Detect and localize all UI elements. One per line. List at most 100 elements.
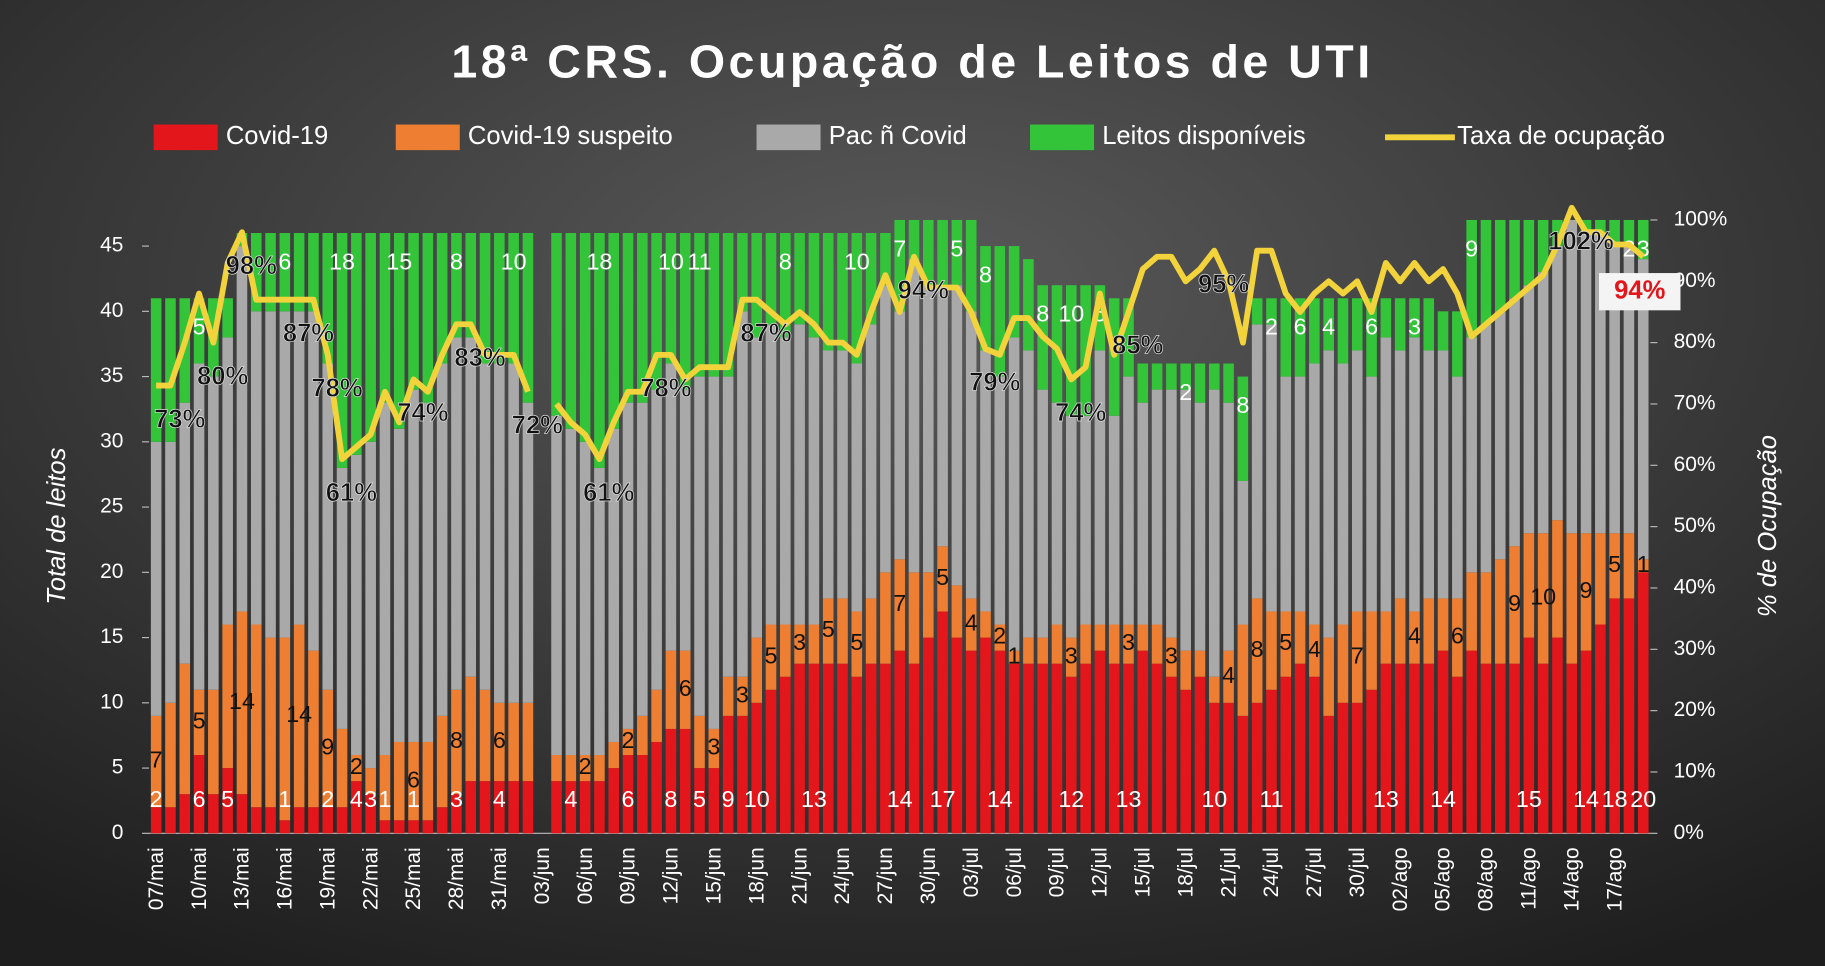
y2-tick-label: 40%: [1674, 576, 1716, 599]
data-label: 4: [564, 786, 577, 812]
y-tick-label: 0: [112, 821, 124, 844]
bar-segment: [765, 233, 777, 325]
bar-segment: [1137, 402, 1149, 625]
bar-segment: [1251, 298, 1263, 325]
line-label: 85%: [1112, 332, 1163, 360]
data-label: 2: [150, 786, 163, 812]
bar-segment: [522, 781, 534, 834]
bar-segment: [465, 337, 477, 677]
bar-segment: [308, 311, 319, 651]
bar-segment: [150, 298, 162, 442]
bar-segment: [1008, 246, 1020, 338]
bar-segment: [622, 728, 634, 756]
x-tick-label: 27/jul: [1303, 847, 1326, 897]
data-label: 4: [493, 786, 506, 812]
bar-segment: [465, 233, 477, 338]
bar-segment: [1123, 624, 1134, 664]
bar-segment: [293, 233, 305, 312]
bar-segment: [279, 820, 291, 834]
bar-segment: [436, 363, 448, 716]
bar-segment: [1523, 219, 1535, 286]
bar-segment: [594, 467, 605, 756]
bar-segment: [594, 233, 605, 468]
data-label: 9: [1580, 577, 1593, 603]
bar-segment: [565, 428, 577, 756]
data-label: 3: [793, 629, 806, 655]
bar-segment: [1180, 389, 1191, 651]
bar-segment: [622, 755, 634, 834]
bar-segment: [708, 728, 720, 769]
bar-segment: [665, 728, 677, 834]
data-label: 10: [1530, 584, 1556, 610]
bar-segment: [1509, 219, 1520, 299]
bar-segment: [236, 611, 248, 795]
y-tick-label: 25: [100, 495, 123, 518]
bar-segment: [1223, 402, 1234, 651]
bar-segment: [165, 702, 176, 808]
bar-segment: [1595, 624, 1606, 834]
bar-segment: [408, 233, 419, 390]
bar-segment: [494, 702, 505, 782]
y2-tick-label: 60%: [1674, 453, 1716, 476]
x-tick-label: 21/jun: [788, 847, 811, 904]
data-label: 14: [229, 688, 255, 714]
bar-segment: [1523, 533, 1535, 638]
bar-segment: [1637, 559, 1649, 573]
data-label: 7: [893, 235, 906, 261]
bar-segment: [665, 233, 677, 364]
data-label: 2: [579, 753, 592, 779]
x-tick-label: 28/mai: [445, 847, 468, 910]
y2-tick-label: 20%: [1674, 698, 1716, 721]
bar-segment: [1065, 637, 1077, 677]
y2-tick-label: 30%: [1674, 637, 1716, 660]
bar-segment: [1409, 298, 1420, 338]
bar-segment: [923, 219, 934, 286]
bar-segment: [379, 820, 391, 834]
bar-segment: [651, 389, 662, 690]
bar-segment: [751, 337, 763, 638]
bar-segment: [1323, 350, 1334, 638]
bar-segment: [1452, 598, 1463, 677]
bar-segment: [1008, 650, 1020, 664]
data-label: 14: [987, 786, 1013, 812]
bar-segment: [336, 233, 348, 468]
bar-segment: [994, 376, 1006, 625]
bar-segment: [1309, 676, 1320, 834]
bar-segment: [1280, 298, 1292, 377]
data-label: 9: [722, 786, 735, 812]
bar-segment: [265, 807, 276, 834]
bar-segment: [1552, 246, 1563, 521]
data-label: 6: [1365, 314, 1378, 340]
x-tick-label: 30/jun: [917, 847, 940, 904]
bar-segment: [1423, 663, 1435, 834]
x-tick-label: 24/jun: [831, 847, 854, 904]
data-label: 3: [736, 681, 749, 707]
bar-segment: [780, 624, 791, 677]
bar-segment: [479, 233, 491, 364]
line-label: 87%: [740, 319, 791, 347]
bar-segment: [1394, 350, 1406, 599]
bar-segment: [608, 768, 620, 834]
bar-segment: [1380, 298, 1392, 338]
bar-segment: [837, 598, 848, 664]
bar-segment: [1151, 363, 1163, 390]
bar-segment: [822, 598, 834, 664]
bar-segment: [1552, 637, 1563, 834]
x-tick-label: 02/ago: [1389, 847, 1412, 911]
x-tick-label: 17/ago: [1603, 847, 1626, 911]
bar-segment: [193, 689, 205, 756]
bar-segment: [1023, 350, 1034, 638]
bar-segment: [1623, 246, 1635, 534]
y2-tick-label: 90%: [1674, 269, 1716, 292]
bar-segment: [336, 807, 348, 834]
bar-segment: [908, 572, 920, 664]
bar-segment: [608, 233, 620, 429]
data-label: 3: [1165, 642, 1178, 668]
bar-segment: [1409, 611, 1420, 664]
bar-segment: [1123, 376, 1134, 625]
bar-segment: [1094, 350, 1106, 625]
x-tick-label: 06/jun: [574, 847, 597, 904]
data-label: 1: [407, 786, 420, 812]
data-label: 4: [1408, 623, 1421, 649]
data-label: 3: [1122, 629, 1135, 655]
